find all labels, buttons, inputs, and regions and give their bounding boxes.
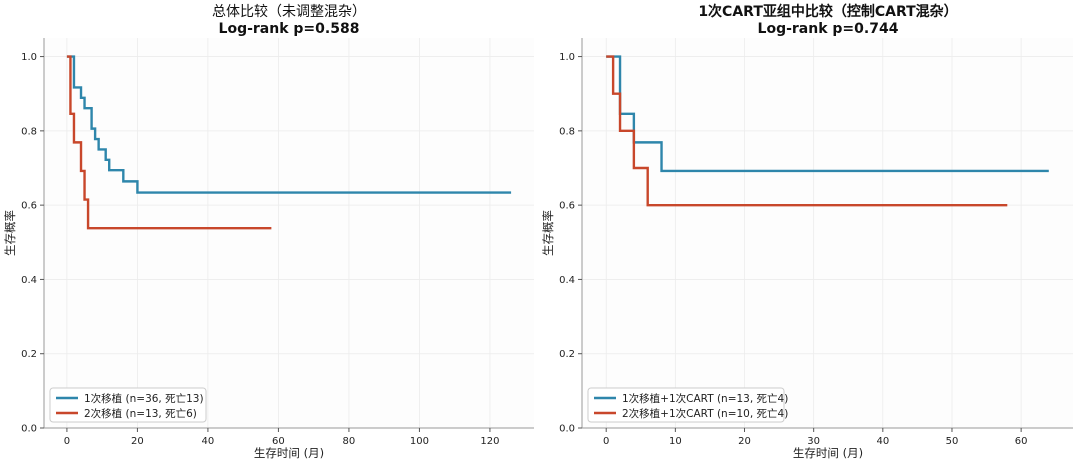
- p1-x-tick-label: 20: [131, 436, 144, 447]
- p1-x-tick-label: 60: [272, 436, 285, 447]
- p2-y-axis-label: 生存概率: [541, 210, 555, 256]
- p2-legend-label-1: 1次移植+1次CART (n=13, 死亡4): [622, 392, 788, 405]
- p2-series-1-line: [606, 55, 1049, 173]
- p2-y-tick-label: 0.2: [559, 349, 575, 360]
- p2-subtitle: Log-rank p=0.744: [758, 21, 899, 37]
- p2-x-tick-label: 0: [603, 436, 609, 447]
- p1-x-tick-label: 40: [202, 436, 215, 447]
- p2-x-tick-label: 20: [738, 436, 751, 447]
- p2-title: 1次CART亚组中比较（控制CART混杂）: [698, 3, 957, 20]
- p1-x-tick-label: 0: [64, 436, 70, 447]
- p2-y-tick-label: 0.8: [559, 126, 575, 137]
- p2-y-tick-label: 1.0: [559, 52, 575, 63]
- p1-legend-label-2: 2次移植 (n=13, 死亡6): [84, 407, 197, 420]
- p2-y-tick-label: 0.6: [559, 201, 575, 212]
- p2-legend: [587, 387, 785, 423]
- p1-legend: [49, 387, 207, 423]
- p1-x-tick-label: 120: [480, 436, 499, 447]
- p2-y-tick-label: 0.4: [559, 275, 575, 286]
- p2-x-tick-label: 40: [876, 436, 889, 447]
- p1-y-axis-label: 生存概率: [3, 210, 17, 256]
- p2-plot-area: [582, 38, 1073, 428]
- p1-plot-area: [44, 38, 534, 428]
- p1-y-tick-label: 0.6: [21, 201, 37, 212]
- p1-title: 总体比较（未调整混杂）: [212, 4, 366, 20]
- p2-series-2-line: [606, 55, 1008, 207]
- p1-y-tick-label: 0.0: [21, 424, 37, 435]
- p1-x-tick-label: 100: [410, 436, 429, 447]
- p1-x-axis-label: 生存时间 (月): [254, 446, 324, 460]
- p2-x-tick-label: 30: [807, 436, 820, 447]
- p1-series-1-line: [66, 55, 512, 194]
- p1-y-tick-label: 0.8: [21, 126, 37, 137]
- p2-y-tick-label: 0.0: [559, 424, 575, 435]
- p1-subtitle: Log-rank p=0.588: [219, 21, 360, 37]
- p1-series-2-line: [66, 55, 272, 230]
- p2-x-tick-label: 60: [1015, 436, 1028, 447]
- p2-x-tick-label: 10: [669, 436, 682, 447]
- p2-x-tick-label: 50: [946, 436, 959, 447]
- p1-y-tick-label: 0.4: [21, 275, 37, 286]
- p1-x-tick-label: 80: [343, 436, 356, 447]
- p1-y-tick-label: 0.2: [21, 349, 37, 360]
- p1-legend-label-1: 1次移植 (n=36, 死亡13): [84, 392, 204, 405]
- p1-y-tick-label: 1.0: [21, 52, 37, 63]
- p2-legend-label-2: 2次移植+1次CART (n=10, 死亡4): [622, 407, 788, 420]
- p2-x-axis-label: 生存时间 (月): [793, 446, 863, 460]
